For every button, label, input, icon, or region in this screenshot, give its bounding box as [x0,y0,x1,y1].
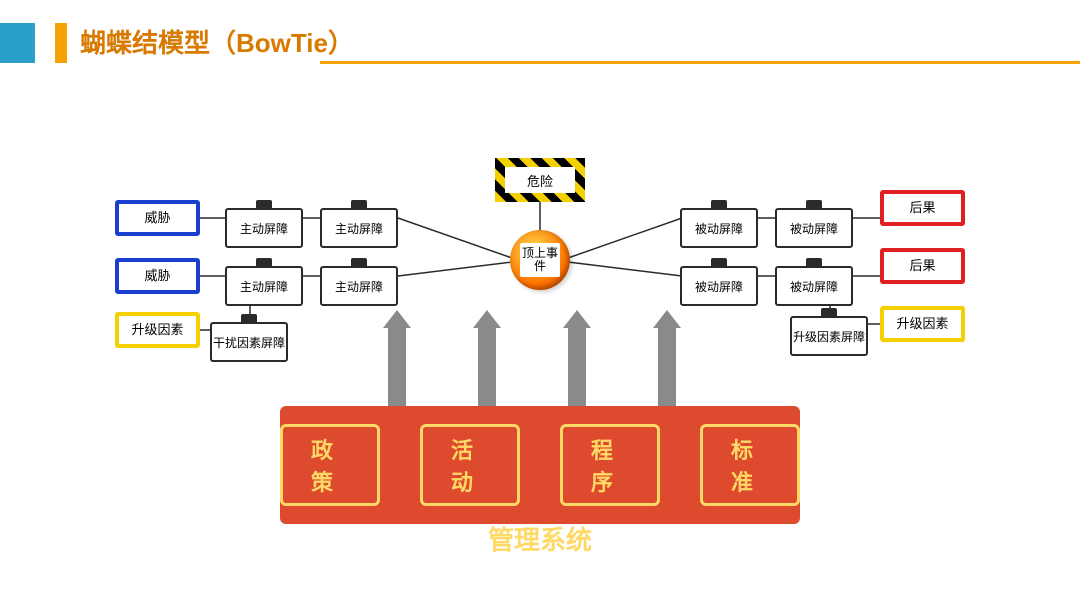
barrier-label: 被动屏障 [790,278,838,295]
hazard-node: 危险 [495,158,585,202]
consequence-node-0: 后果 [880,190,965,226]
barrier-right-0: 被动屏障 [680,208,758,248]
threat-node-0: 威胁 [115,200,200,236]
consequence-node-1: 后果 [880,248,965,284]
barrier-label: 干扰因素屏障 [213,334,285,351]
barrier-left-3: 主动屏障 [320,266,398,306]
barrier-label: 被动屏障 [695,278,743,295]
barrier-valve-icon [806,200,822,210]
management-pill-2: 程序 [560,424,660,506]
page-title: 蝴蝶结模型（BowTie） [80,23,354,63]
top-event-label: 顶上事件 [520,243,560,277]
arrow-up-3 [658,328,676,406]
barrier-label: 升级因素屏障 [793,328,865,345]
escalation-left: 升级因素 [115,312,200,348]
management-title: 管理系统 [488,520,592,557]
header-orange-bar [55,23,67,63]
barrier-label: 被动屏障 [695,220,743,237]
barrier-valve-icon [711,258,727,268]
arrow-up-0 [388,328,406,406]
barrier-left-4: 干扰因素屏障 [210,322,288,362]
arrow-up-2 [568,328,586,406]
arrow-head-3 [653,310,681,328]
header-underline [320,61,1080,64]
barrier-valve-icon [241,314,257,324]
management-pill-1: 活动 [420,424,520,506]
escalation-right: 升级因素 [880,306,965,342]
barrier-label: 主动屏障 [240,278,288,295]
barrier-right-2: 被动屏障 [680,266,758,306]
barrier-valve-icon [256,200,272,210]
barrier-left-0: 主动屏障 [225,208,303,248]
barrier-right-4: 升级因素屏障 [790,316,868,356]
barrier-valve-icon [351,258,367,268]
header: 蝴蝶结模型（BowTie） [0,23,1080,63]
barrier-valve-icon [256,258,272,268]
barrier-label: 主动屏障 [335,220,383,237]
barrier-left-2: 主动屏障 [225,266,303,306]
barrier-valve-icon [351,200,367,210]
arrow-head-0 [383,310,411,328]
management-system-box: 政策活动程序标准 管理系统 [280,406,800,524]
arrow-head-1 [473,310,501,328]
barrier-label: 主动屏障 [335,278,383,295]
barrier-label: 被动屏障 [790,220,838,237]
barrier-left-1: 主动屏障 [320,208,398,248]
hazard-label: 危险 [505,167,575,193]
barrier-right-3: 被动屏障 [775,266,853,306]
management-pills-row: 政策活动程序标准 [280,424,800,506]
diagram-canvas: 危险 顶上事件 威胁威胁后果后果升级因素升级因素主动屏障主动屏障主动屏障主动屏障… [0,90,1080,608]
management-pill-3: 标准 [700,424,800,506]
barrier-right-1: 被动屏障 [775,208,853,248]
barrier-valve-icon [821,308,837,318]
barrier-valve-icon [711,200,727,210]
management-pill-0: 政策 [280,424,380,506]
arrow-head-2 [563,310,591,328]
header-blue-block [0,23,35,63]
arrow-up-1 [478,328,496,406]
top-event-node: 顶上事件 [510,230,570,290]
barrier-valve-icon [806,258,822,268]
threat-node-1: 威胁 [115,258,200,294]
barrier-label: 主动屏障 [240,220,288,237]
